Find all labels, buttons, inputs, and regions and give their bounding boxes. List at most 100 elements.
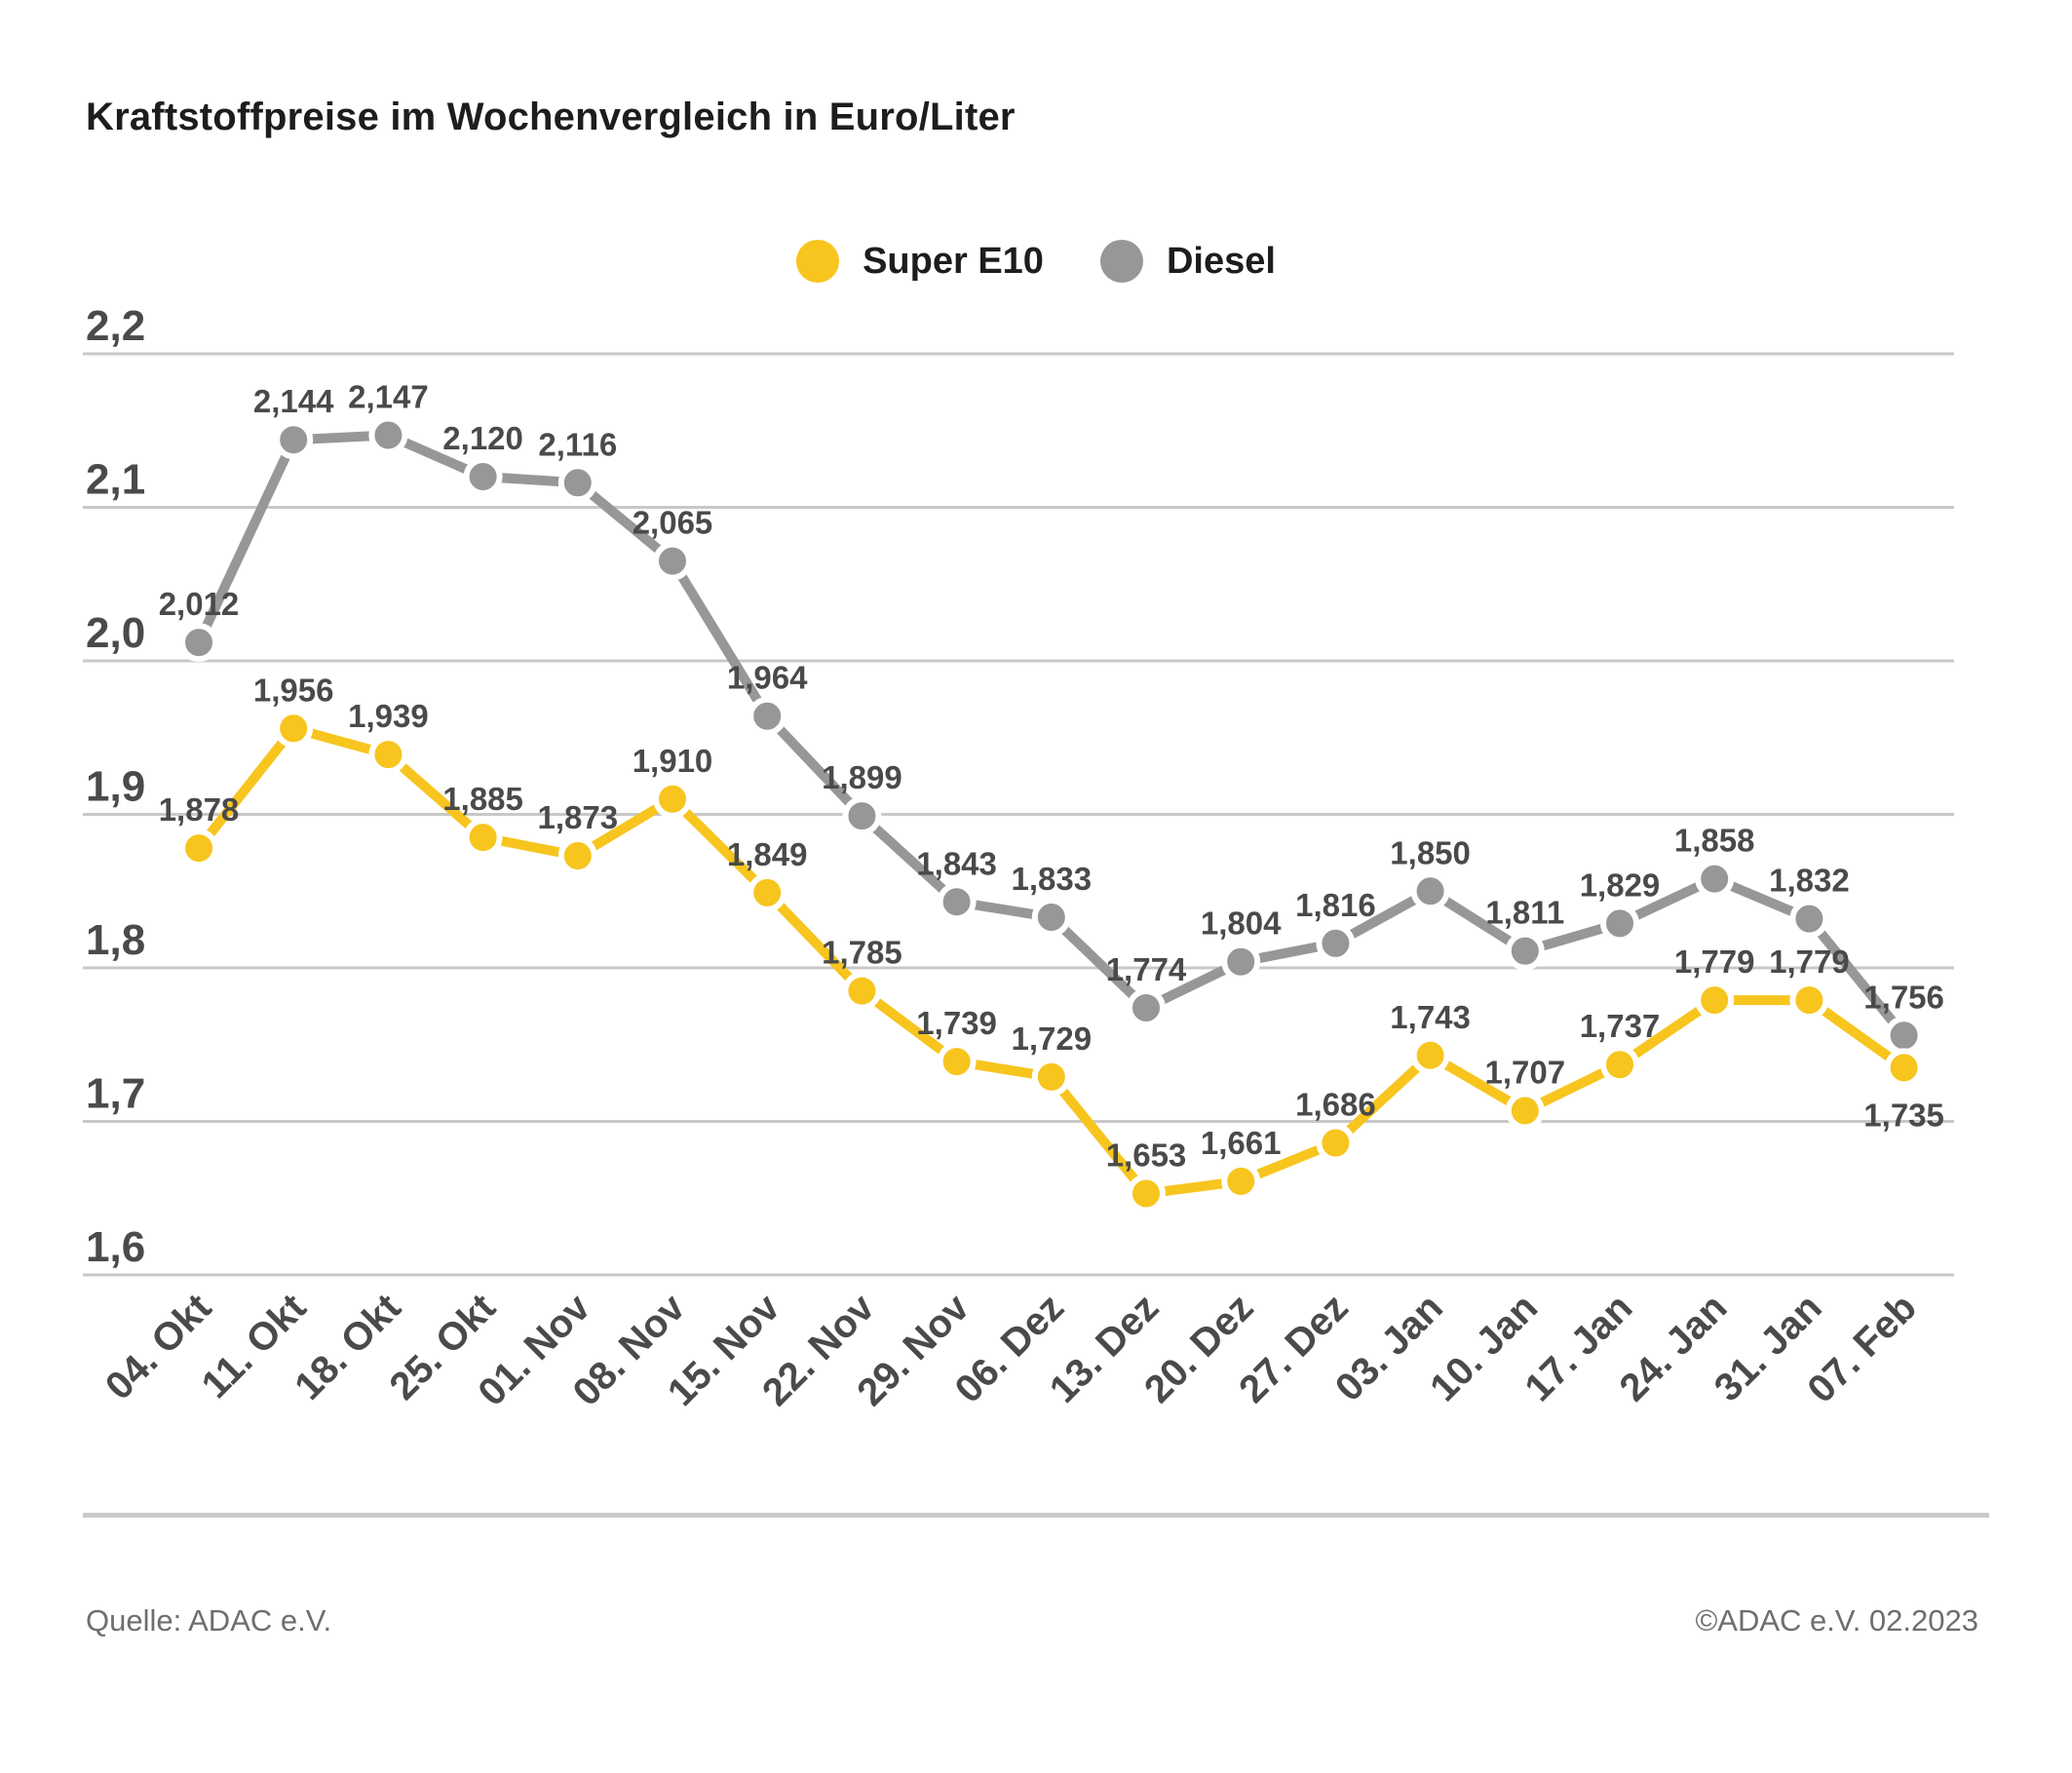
- diesel-value-label-5: 2,065: [633, 505, 713, 541]
- super-e10-point-1: [274, 709, 314, 749]
- diesel-value-label-8: 1,843: [916, 845, 997, 881]
- super-e10-value-label-5: 1,910: [633, 743, 713, 779]
- diesel-value-label-12: 1,816: [1295, 887, 1376, 923]
- y-axis-labels: 2,2 2,1 2,0 1,9 1,8 1,7 1,6: [86, 302, 145, 1271]
- chart-title: Kraftstoffpreise im Wochenvergleich in E…: [86, 96, 1016, 138]
- super-e10-value-label-9: 1,729: [1012, 1021, 1093, 1057]
- diesel-point-2: [368, 415, 408, 455]
- super-e10-point-18: [1884, 1048, 1924, 1088]
- diesel-value-labels: 2,012 2,144 2,147 2,120 2,116 2,065 1,964 1,899…: [159, 378, 1944, 1015]
- diesel-point-5: [653, 541, 692, 581]
- diesel-value-label-6: 1,964: [727, 660, 808, 696]
- diesel-value-label-2: 2,147: [348, 378, 429, 414]
- super-e10-point-14: [1505, 1091, 1545, 1131]
- super-e10-point-6: [748, 872, 787, 912]
- super-e10-value-label-13: 1,743: [1390, 999, 1471, 1035]
- super-e10-value-label-10: 1,653: [1106, 1137, 1187, 1174]
- diesel-point-6: [748, 696, 787, 736]
- super-e10-value-label-12: 1,686: [1295, 1087, 1376, 1123]
- super-e10-point-4: [557, 836, 597, 876]
- super-e10-value-label-6: 1,849: [727, 836, 808, 872]
- super-e10-point-2: [368, 735, 408, 775]
- super-e10-point-15: [1600, 1045, 1639, 1085]
- diesel-value-label-4: 2,116: [538, 426, 617, 462]
- super-e10-value-label-11: 1,661: [1201, 1125, 1282, 1161]
- series-diesel: [179, 415, 1924, 1056]
- super-e10-point-16: [1695, 981, 1735, 1021]
- legend-label-super-e10: Super E10: [863, 240, 1044, 282]
- y-tick-label-1,8: 1,8: [86, 916, 145, 964]
- super-e10-value-label-8: 1,739: [916, 1005, 997, 1041]
- super-e10-value-label-0: 1,878: [159, 791, 240, 828]
- diesel-point-18: [1884, 1016, 1924, 1056]
- diesel-value-label-18: 1,756: [1863, 979, 1944, 1015]
- diesel-point-14: [1505, 931, 1545, 971]
- y-tick-label-1,7: 1,7: [86, 1070, 145, 1118]
- diesel-point-17: [1789, 899, 1829, 939]
- diesel-value-label-10: 1,774: [1106, 951, 1187, 987]
- y-tick-label-1,6: 1,6: [86, 1223, 145, 1271]
- diesel-value-label-0: 2,012: [159, 586, 240, 622]
- diesel-value-label-13: 1,850: [1390, 834, 1471, 870]
- copyright-note: ©ADAC e.V. 02.2023: [1695, 1603, 1978, 1638]
- super-e10-point-9: [1031, 1057, 1071, 1097]
- legend-item-super-e10: Super E10: [796, 240, 1044, 283]
- footer-divider: [83, 1513, 1989, 1518]
- super-e10-point-10: [1127, 1174, 1166, 1214]
- y-tick-label-2,0: 2,0: [86, 609, 145, 657]
- super-e10-value-label-4: 1,873: [538, 799, 619, 835]
- super-e10-value-label-3: 1,885: [442, 781, 523, 817]
- gridlines: [83, 352, 1954, 1277]
- super-e10-point-11: [1221, 1161, 1261, 1201]
- diesel-point-12: [1316, 923, 1356, 963]
- diesel-point-9: [1031, 898, 1071, 938]
- legend-label-diesel: Diesel: [1166, 240, 1276, 282]
- diesel-point-16: [1695, 859, 1735, 899]
- legend-item-diesel: Diesel: [1099, 240, 1276, 283]
- diesel-point-7: [842, 796, 882, 836]
- diesel-point-3: [463, 457, 503, 496]
- diesel-value-label-9: 1,833: [1012, 861, 1093, 897]
- super-e10-point-0: [179, 829, 218, 868]
- super-e10-value-label-18: 1,735: [1863, 1097, 1944, 1133]
- super-e10-value-label-17: 1,779: [1769, 944, 1850, 980]
- legend: Super E10 Diesel: [0, 240, 2072, 283]
- diesel-value-label-3: 2,120: [442, 420, 523, 456]
- y-tick-label-1,9: 1,9: [86, 763, 145, 811]
- diesel-point-0: [179, 623, 218, 663]
- super-e10-value-label-1: 1,956: [253, 672, 334, 708]
- diesel-marker-icon: [1099, 240, 1143, 283]
- diesel-point-4: [557, 463, 597, 503]
- series-super-e10: [179, 709, 1924, 1214]
- super-e10-value-labels: 1,878 1,956 1,939 1,885 1,873 1,910 1,849 1,785…: [159, 672, 1944, 1173]
- diesel-value-label-16: 1,858: [1674, 823, 1755, 859]
- super-e10-value-label-14: 1,707: [1485, 1054, 1566, 1090]
- super-e10-point-8: [937, 1042, 977, 1082]
- diesel-point-13: [1410, 871, 1450, 911]
- diesel-line: [194, 430, 1909, 1041]
- diesel-value-label-17: 1,832: [1769, 863, 1850, 899]
- super-e10-point-3: [463, 818, 503, 858]
- diesel-value-label-1: 2,144: [253, 383, 334, 419]
- super-e10-point-12: [1316, 1123, 1356, 1163]
- super-e10-value-label-16: 1,779: [1674, 944, 1755, 980]
- y-tick-label-2,1: 2,1: [86, 456, 145, 504]
- diesel-value-label-7: 1,899: [822, 759, 902, 795]
- diesel-point-11: [1221, 942, 1261, 982]
- super-e10-value-label-2: 1,939: [348, 698, 429, 734]
- y-tick-label-2,2: 2,2: [86, 302, 145, 350]
- diesel-point-8: [937, 882, 977, 922]
- x-axis-label-18-okt: 18. Okt: [287, 1286, 408, 1407]
- source-note: Quelle: ADAC e.V.: [86, 1603, 332, 1638]
- super-e10-value-label-15: 1,737: [1580, 1008, 1661, 1044]
- diesel-value-label-11: 1,804: [1201, 906, 1282, 942]
- super-e10-point-17: [1789, 981, 1829, 1021]
- super-e10-marker-icon: [796, 240, 840, 283]
- super-e10-point-13: [1410, 1035, 1450, 1075]
- diesel-value-label-15: 1,829: [1580, 867, 1661, 903]
- super-e10-point-5: [653, 779, 692, 819]
- diesel-point-1: [274, 420, 314, 460]
